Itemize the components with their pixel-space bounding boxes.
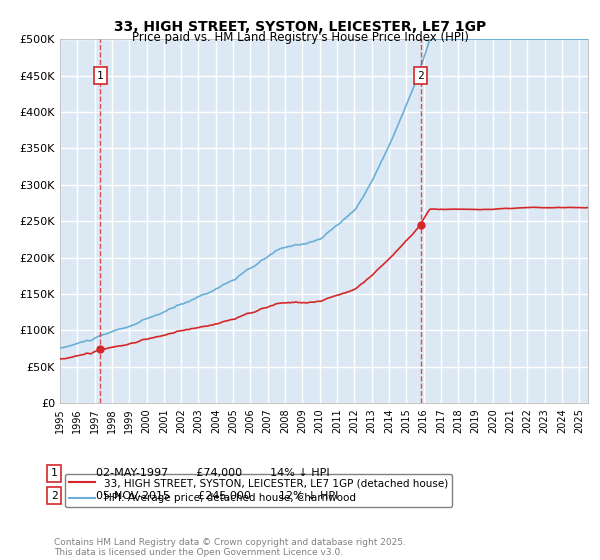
Text: Contains HM Land Registry data © Crown copyright and database right 2025.
This d: Contains HM Land Registry data © Crown c… xyxy=(54,538,406,557)
Text: 1: 1 xyxy=(97,71,104,81)
Text: 2: 2 xyxy=(418,71,424,81)
Text: 05-NOV-2015        £245,000        12% ↓ HPI: 05-NOV-2015 £245,000 12% ↓ HPI xyxy=(96,491,338,501)
Legend: 33, HIGH STREET, SYSTON, LEICESTER, LE7 1GP (detached house), HPI: Average price: 33, HIGH STREET, SYSTON, LEICESTER, LE7 … xyxy=(65,474,452,507)
Text: 1: 1 xyxy=(50,468,58,478)
Text: 02-MAY-1997        £74,000        14% ↓ HPI: 02-MAY-1997 £74,000 14% ↓ HPI xyxy=(96,468,329,478)
Text: Price paid vs. HM Land Registry's House Price Index (HPI): Price paid vs. HM Land Registry's House … xyxy=(131,31,469,44)
Text: 2: 2 xyxy=(50,491,58,501)
Text: 33, HIGH STREET, SYSTON, LEICESTER, LE7 1GP: 33, HIGH STREET, SYSTON, LEICESTER, LE7 … xyxy=(114,20,486,34)
